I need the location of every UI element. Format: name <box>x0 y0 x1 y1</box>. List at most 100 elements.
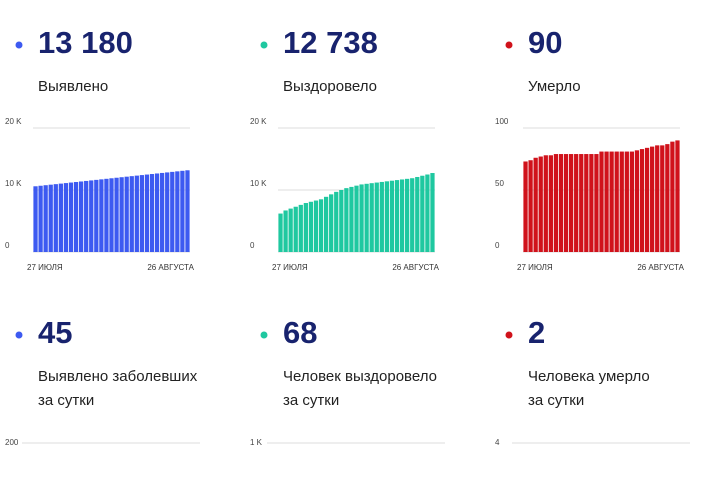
bar <box>364 183 369 252</box>
bar <box>175 171 180 252</box>
x-tick-label: 27 ИЮЛЯ <box>272 263 308 272</box>
bar <box>323 196 329 252</box>
stat-value: 12 738 <box>283 25 378 60</box>
bar <box>344 188 349 252</box>
stat-label: Выявлено <box>38 78 108 95</box>
status-dot <box>15 41 23 49</box>
bar <box>170 171 175 252</box>
bar <box>124 176 129 252</box>
status-dot <box>260 41 268 49</box>
y-tick-label: 0 <box>250 241 255 250</box>
bar <box>624 151 629 252</box>
bar <box>599 151 604 252</box>
bar <box>629 151 635 252</box>
bar <box>104 178 109 252</box>
bar <box>533 157 538 252</box>
bar <box>543 155 548 252</box>
bar <box>129 176 134 252</box>
bar <box>410 178 415 252</box>
bar <box>579 154 584 252</box>
stat-value: 68 <box>283 315 317 350</box>
stat-label: за сутки <box>38 392 94 409</box>
bar <box>84 180 89 252</box>
bar <box>283 210 288 252</box>
bar <box>379 181 384 252</box>
y-tick-label: 0 <box>5 241 10 250</box>
bar <box>660 145 665 252</box>
stat-value: 45 <box>38 315 72 350</box>
stat-value: 2 <box>528 315 545 350</box>
bar <box>589 154 594 252</box>
bar <box>405 178 410 252</box>
y-tick-label: 10 K <box>5 179 22 188</box>
bar <box>430 173 435 252</box>
x-tick-label: 27 ИЮЛЯ <box>27 263 63 272</box>
bar <box>165 172 170 252</box>
status-dot <box>505 331 513 339</box>
bar <box>43 185 48 252</box>
bar <box>639 149 645 252</box>
x-tick-label: 27 ИЮЛЯ <box>517 263 553 272</box>
bar <box>655 145 660 252</box>
bar <box>73 182 79 252</box>
bar <box>303 203 308 252</box>
y-tick-label: 20 K <box>250 117 267 126</box>
bar <box>594 154 599 252</box>
stat-value: 13 180 <box>38 25 133 60</box>
bar <box>349 186 354 252</box>
bar <box>675 140 680 252</box>
bar <box>109 178 114 252</box>
stat-label: Выздоровело <box>283 78 377 95</box>
bar <box>58 183 63 252</box>
bar <box>278 213 283 252</box>
bar <box>538 156 543 252</box>
x-tick-label: 26 АВГУСТА <box>392 263 439 272</box>
x-tick-label: 26 АВГУСТА <box>637 263 684 272</box>
bar <box>149 174 155 252</box>
bar <box>339 190 344 252</box>
y-tick-label: 10 K <box>250 179 267 188</box>
bar <box>574 154 579 252</box>
bar <box>425 174 430 252</box>
y-tick-label: 1 K <box>250 438 263 447</box>
bar <box>33 186 38 252</box>
bar <box>558 154 564 252</box>
bar <box>415 176 420 252</box>
y-tick-label: 100 <box>495 117 509 126</box>
bar <box>293 206 298 252</box>
stat-label: Человека умерло <box>528 368 650 385</box>
bar <box>399 179 405 252</box>
bar <box>180 170 185 252</box>
y-tick-label: 4 <box>495 438 500 447</box>
y-tick-label: 0 <box>495 241 500 250</box>
bar <box>528 160 533 252</box>
status-dot <box>260 331 268 339</box>
bar <box>134 175 139 252</box>
bar <box>374 182 379 252</box>
bar <box>665 144 670 252</box>
y-tick-label: 50 <box>495 179 504 188</box>
stat-label: Человек выздоровело <box>283 368 437 385</box>
y-tick-label: 20 K <box>5 117 22 126</box>
bar <box>369 183 374 252</box>
bar <box>670 141 675 252</box>
bar <box>619 151 624 252</box>
bar <box>604 151 609 252</box>
bar <box>288 208 293 252</box>
bar <box>154 173 160 252</box>
bar <box>63 183 69 252</box>
y-tick-label: 200 <box>5 438 19 447</box>
bar <box>523 161 528 252</box>
bar <box>614 151 619 252</box>
bar <box>298 204 303 252</box>
bar <box>308 201 314 252</box>
bar <box>185 170 190 252</box>
status-dot <box>505 41 513 49</box>
bar <box>634 150 640 252</box>
bar <box>99 179 104 252</box>
bar <box>144 174 150 252</box>
stat-label: за сутки <box>528 392 584 409</box>
stat-label: за сутки <box>283 392 339 409</box>
bar <box>318 199 324 252</box>
